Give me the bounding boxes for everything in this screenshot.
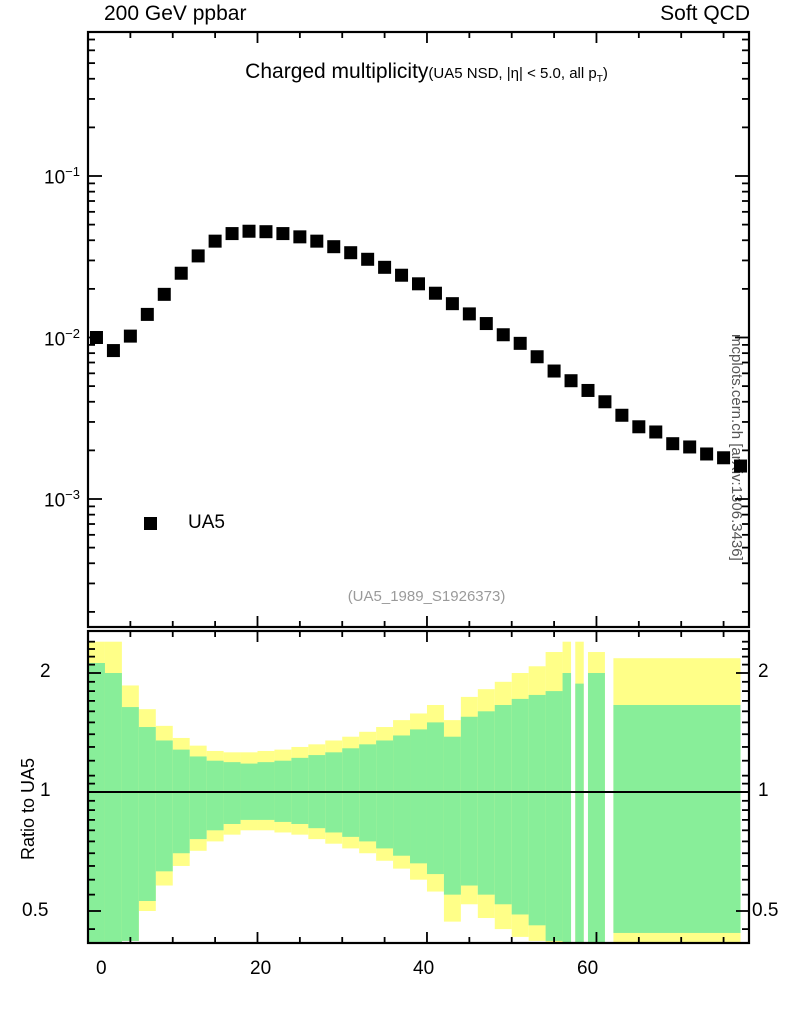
ratio-band-bin	[426, 722, 444, 875]
ratio-band-bin	[138, 727, 156, 901]
data-point-marker	[428, 286, 442, 300]
data-point-marker	[700, 447, 714, 461]
legend-label-ua5: UA5	[188, 512, 225, 533]
ratio-band-bin	[223, 762, 241, 824]
ratio-band-bin	[562, 673, 572, 943]
legend: UA5	[144, 512, 225, 534]
xtick-label-0: 0	[96, 958, 107, 979]
ratio-ytick-label-05-left: 0.5	[22, 900, 49, 921]
data-point-marker	[496, 328, 510, 342]
data-point-marker	[242, 224, 256, 238]
ratio-band-bin	[477, 711, 495, 895]
data-point-marker	[598, 395, 612, 409]
ratio-band-bin	[511, 698, 529, 915]
data-point-marker	[666, 437, 680, 451]
ytick-label-1e-2: 10−2	[44, 326, 80, 351]
ratio-band-bin	[172, 749, 190, 854]
ratio-band-bin	[393, 735, 411, 856]
title-sub: (UA5 NSD, |η| < 5.0, all pT)	[428, 65, 608, 85]
data-point-marker	[310, 234, 324, 248]
title-main: Charged multiplicity	[245, 60, 429, 83]
data-point-marker	[683, 440, 697, 454]
ratio-band-bin	[575, 683, 584, 943]
data-point-marker	[581, 383, 595, 397]
xtick-label-20: 20	[250, 958, 272, 979]
data-point-marker	[157, 287, 171, 301]
data-point-marker	[225, 227, 239, 241]
ratio-band-bin	[460, 716, 478, 886]
ratio-band-bin	[545, 691, 563, 941]
ratio-band-bin	[494, 704, 512, 905]
data-point-marker	[361, 252, 375, 266]
data-point-marker	[649, 425, 663, 439]
inner-band-group	[88, 662, 741, 943]
data-point-marker	[513, 336, 527, 350]
data-point-marker	[462, 307, 476, 321]
ratio-band-bin	[443, 736, 461, 895]
ratio-band-bin	[528, 694, 546, 926]
data-point-marker	[395, 268, 409, 282]
ratio-ytick-label-05-right: 0.5	[752, 900, 779, 921]
xtick-label-60: 60	[577, 958, 599, 979]
data-point-marker	[174, 266, 188, 280]
data-point-marker	[293, 230, 307, 244]
ytick-label-1e-1: 10−1	[44, 164, 80, 189]
page-title: Charged multiplicity(UA5 NSD, |η| < 5.0,…	[104, 60, 749, 85]
data-point-marker	[530, 350, 544, 364]
data-point-marker	[632, 420, 646, 434]
data-point-marker	[259, 225, 273, 239]
data-point-marker	[89, 331, 103, 344]
data-point-marker	[378, 260, 392, 274]
ratio-panel-frame	[86, 629, 751, 945]
ratio-band-bin	[121, 707, 139, 941]
data-point-marker	[412, 277, 425, 291]
data-point-marker	[208, 234, 222, 248]
xtick-label-40: 40	[413, 958, 435, 979]
data-point-marker	[106, 344, 120, 358]
data-point-marker	[717, 451, 731, 465]
ratio-band-bin	[376, 740, 394, 849]
ratio-ytick-label-1-left: 1	[40, 780, 51, 801]
data-point-marker	[564, 374, 578, 388]
data-point-marker	[344, 246, 358, 260]
data-point-marker	[547, 364, 561, 378]
data-point-marker	[276, 227, 290, 241]
ratio-band-bin	[88, 662, 105, 943]
ytick-label-1e-3: 10−3	[44, 487, 80, 512]
data-point-marker	[615, 408, 629, 422]
ratio-band-bin	[104, 673, 122, 943]
ratio-band-bin	[189, 756, 207, 840]
data-point-marker	[123, 329, 137, 343]
data-point-marker	[734, 459, 748, 473]
data-series-ua5	[89, 224, 748, 473]
ratio-band-bin	[410, 729, 427, 864]
ratio-band-bin	[206, 760, 224, 831]
header-category-label: Soft QCD	[660, 2, 750, 25]
data-point-marker	[140, 307, 154, 321]
ratio-band-bin	[291, 757, 309, 824]
ratio-ytick-label-2-left: 2	[40, 661, 51, 682]
header-beam-label: 200 GeV ppbar	[104, 2, 247, 25]
data-point-marker	[445, 297, 459, 311]
data-point-marker	[191, 249, 205, 263]
ratio-ytick-label-1-right: 1	[758, 780, 769, 801]
ratio-band-bin	[613, 704, 741, 933]
ratio-band-bin	[155, 740, 173, 872]
data-point-marker	[479, 317, 493, 331]
analysis-id-watermark: (UA5_1989_S1926373)	[347, 588, 506, 605]
ratio-band-bin	[587, 673, 605, 943]
data-point-marker	[327, 240, 341, 254]
main-panel-frame	[86, 30, 751, 629]
legend-marker-ua5	[144, 516, 157, 530]
ratio-ytick-label-2-right: 2	[758, 661, 769, 682]
